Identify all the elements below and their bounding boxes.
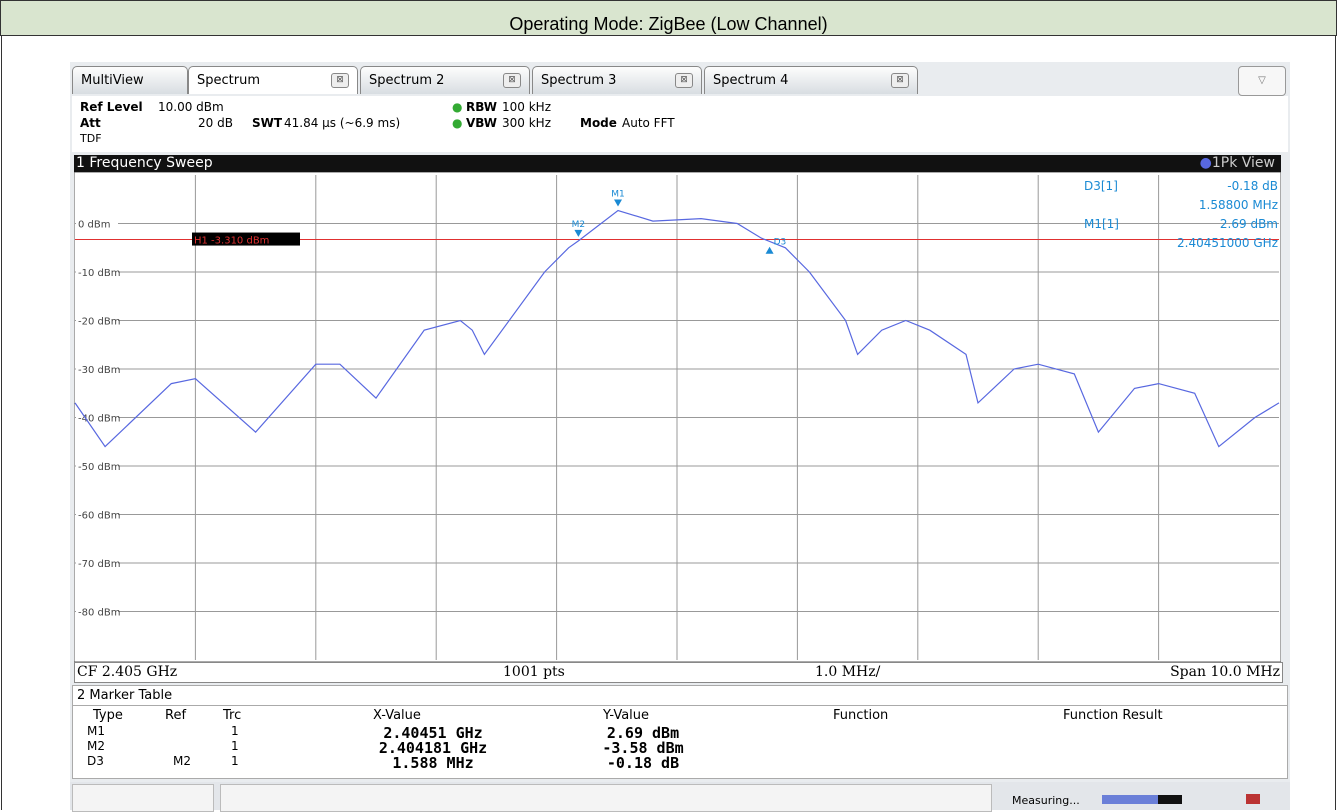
- label: Att: [80, 116, 101, 130]
- trace: [74, 209, 1280, 448]
- sweep-bar: 1 Frequency Sweep ●1Pk View: [74, 155, 1281, 172]
- legend-label: 1Pk View: [1211, 155, 1275, 171]
- y-tick-label: -40 dBm: [78, 414, 120, 425]
- table-cell: 2.40451 GHz: [383, 724, 483, 742]
- value: 20 dB: [198, 116, 233, 130]
- label: Mode: [580, 116, 617, 130]
- col-header: Ref: [165, 708, 187, 723]
- label: SWT: [252, 116, 283, 130]
- col-header: Type: [93, 708, 123, 723]
- y-tick-label: -20 dBm: [78, 317, 120, 328]
- tab[interactable]: MultiView: [72, 66, 188, 94]
- table-cell: M2: [173, 754, 191, 768]
- value: 100 kHz: [502, 100, 551, 114]
- sweep-title: 1 Frequency Sweep: [76, 155, 213, 171]
- tick-label-bg: [76, 216, 118, 230]
- table-title: 2 Marker Table: [77, 688, 173, 703]
- marker-label: D3: [774, 238, 787, 248]
- marker-label: M1: [611, 189, 625, 199]
- tick-label-bg: [76, 265, 118, 278]
- tab[interactable]: Spectrum 4 ⊠: [704, 66, 918, 94]
- readout-label: M1[1]: [1084, 217, 1119, 231]
- footer: CF 2.405 GHz 1001 pts 1.0 MHz/ Span 10.0…: [74, 662, 1283, 683]
- tick-label-bg: [76, 556, 118, 569]
- y-tick-label: -70 dBm: [78, 559, 120, 570]
- frame: [1335, 35, 1336, 810]
- table-cell: M2: [87, 739, 105, 753]
- tick-label-bg: [76, 362, 118, 375]
- table-cell: 1.588 MHz: [392, 754, 474, 772]
- y-tick-label: 0 dBm: [78, 220, 111, 231]
- marker-table: 2 Marker Table Type Ref Trc X-Value Y-Va…: [72, 685, 1288, 779]
- table-cell: 1: [231, 739, 239, 753]
- y-tick-label: -50 dBm: [78, 462, 120, 473]
- value: Auto FFT: [622, 116, 675, 130]
- col-header: Y-Value: [603, 708, 650, 723]
- tick-label-bg: [76, 507, 118, 521]
- marker-label: M2: [572, 220, 586, 230]
- table-cell: M1: [87, 724, 105, 738]
- readout-value: 2.40451000 GHz: [1177, 236, 1278, 250]
- dropdown[interactable]: ▽: [1238, 66, 1286, 96]
- frame: [1, 35, 2, 810]
- h-line-label-bg: [192, 232, 300, 246]
- col-header: Function: [833, 708, 889, 723]
- tab[interactable]: Spectrum 2 ⊠: [360, 66, 530, 94]
- header-title: Operating Mode: ZigBee (Low Channel): [0, 0, 1337, 36]
- table-cell: D3: [87, 754, 104, 768]
- table-cell: 2.69 dBm: [606, 724, 680, 742]
- marker: [765, 246, 774, 254]
- marker: [614, 199, 623, 207]
- label: RBW: [466, 100, 497, 114]
- marker: [574, 229, 583, 237]
- y-tick-label: -10 dBm: [78, 268, 120, 279]
- tab-label: MultiView: [81, 73, 144, 88]
- tick-label-bg: [76, 604, 118, 618]
- span: Span 10.0 MHz: [1170, 664, 1280, 680]
- table-cell: 1: [231, 724, 239, 738]
- tab-label: Spectrum 3: [541, 73, 617, 88]
- label: Ref Level: [80, 100, 143, 114]
- cf: CF 2.405 GHz: [77, 664, 178, 680]
- value: 41.84 µs (~6.9 ms): [284, 116, 401, 130]
- y-tick-label: -30 dBm: [78, 365, 120, 376]
- status-text: Measuring...: [1012, 794, 1080, 807]
- tab[interactable]: Spectrum ⊠: [188, 66, 358, 94]
- readout-label: D3[1]: [1084, 179, 1118, 193]
- col-header: Function Result: [1063, 708, 1163, 723]
- div: 1.0 MHz/: [815, 664, 881, 680]
- pts: 1001 pts: [503, 664, 565, 680]
- col-header: Trc: [223, 708, 242, 723]
- table-cell: -3.58 dBm: [602, 739, 684, 757]
- y-tick-label: -80 dBm: [78, 608, 120, 619]
- tick-label-bg: [76, 313, 118, 327]
- tab-label: Spectrum: [197, 73, 260, 88]
- legend: ●1Pk View: [1199, 155, 1275, 171]
- y-tick-label: -60 dBm: [78, 511, 120, 522]
- settings: Ref Level 10.00 dBm Att 20 dB TDF SWT 41…: [72, 96, 1288, 152]
- value: 300 kHz: [502, 116, 551, 130]
- tab-label: Spectrum 2: [369, 73, 445, 88]
- h-line-label: H1 -3.310 dBm: [194, 236, 269, 247]
- value: TDF: [80, 132, 102, 145]
- readout-value: -0.18 dB: [1227, 179, 1278, 193]
- chart: 0 dBm -10 dBm -20 dBm -30 dBm -40 dBm -50 dBm…: [74, 172, 1281, 662]
- readout-value: 2.69 dBm: [1220, 217, 1278, 231]
- tab[interactable]: Spectrum 3 ⊠: [532, 66, 702, 94]
- table-cell: -0.18 dB: [606, 754, 680, 772]
- label: VBW: [466, 116, 498, 130]
- table-cell: 1: [231, 754, 239, 768]
- tab-label: Spectrum 4: [713, 73, 789, 88]
- readout-value: 1.58800 MHz: [1199, 198, 1278, 212]
- table-cell: 2.404181 GHz: [378, 739, 488, 757]
- value: 10.00 dBm: [158, 100, 224, 114]
- tick-label-bg: [76, 459, 118, 472]
- status-bar: Measuring...: [70, 782, 1290, 812]
- col-header: X-Value: [373, 708, 421, 723]
